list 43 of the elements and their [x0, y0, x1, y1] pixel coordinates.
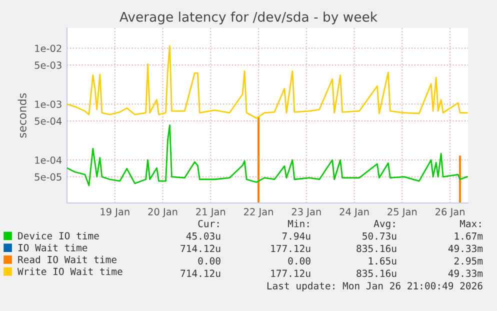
text: Max:: [460, 220, 481, 228]
legend-label: IO Wait time: [18, 244, 88, 252]
x-tick-label: 26 Jan: [436, 208, 464, 218]
text: 0.00: [288, 257, 310, 265]
x-tick-label: 20 Jan: [148, 208, 178, 218]
text: Cur:: [198, 220, 219, 228]
text: 835.16u: [356, 244, 396, 252]
x-tick-label: 19 Jan: [100, 208, 130, 218]
y-tick-label: 5e-03: [34, 62, 62, 69]
chart-title: Average latency for /dev/sda - by week: [120, 12, 378, 24]
text: 714.12u: [180, 270, 220, 278]
x-tick-label: 25 Jan: [388, 208, 417, 218]
x-tick-label: 23 Jan: [292, 208, 321, 218]
legend-label: Write IO Wait time: [18, 268, 122, 276]
text: 7.94u: [282, 232, 310, 240]
line-series: [67, 45, 468, 119]
text: 0.00: [198, 257, 220, 265]
text: 2.95m: [454, 257, 483, 265]
text: 177.12u: [271, 244, 310, 252]
x-tick-label: 22 Jan: [244, 208, 273, 218]
text: 50.73u: [362, 232, 396, 240]
x-tick-label: 24 Jan: [340, 208, 369, 218]
text: 1.65u: [368, 257, 396, 265]
y-tick-label: 1e-02: [35, 44, 62, 52]
text: 49.33m: [448, 244, 483, 252]
text: 1.67m: [454, 232, 483, 240]
text: 714.12u: [180, 244, 220, 252]
text: Avg:: [374, 220, 395, 230]
text: Last update: Mon Jan 26 21:00:49 2026: [267, 282, 482, 292]
y-tick-label: 5e-05: [34, 173, 62, 181]
text: Min:: [288, 220, 309, 228]
text: 49.33m: [448, 270, 483, 278]
text: 177.12u: [271, 270, 310, 278]
y-axis-title: seconds: [18, 93, 26, 138]
y-tick-label: 1e-03: [35, 100, 62, 108]
x-tick-label: 21 Jan: [196, 208, 226, 218]
line-series: [67, 124, 468, 186]
y-tick-label: 5e-04: [34, 117, 62, 125]
text: 835.16u: [356, 270, 396, 278]
legend-label: Read IO Wait time: [18, 256, 116, 264]
legend-label: Device IO time: [18, 232, 99, 240]
text: 45.03u: [186, 232, 220, 240]
y-tick-label: 1e-04: [35, 156, 62, 164]
